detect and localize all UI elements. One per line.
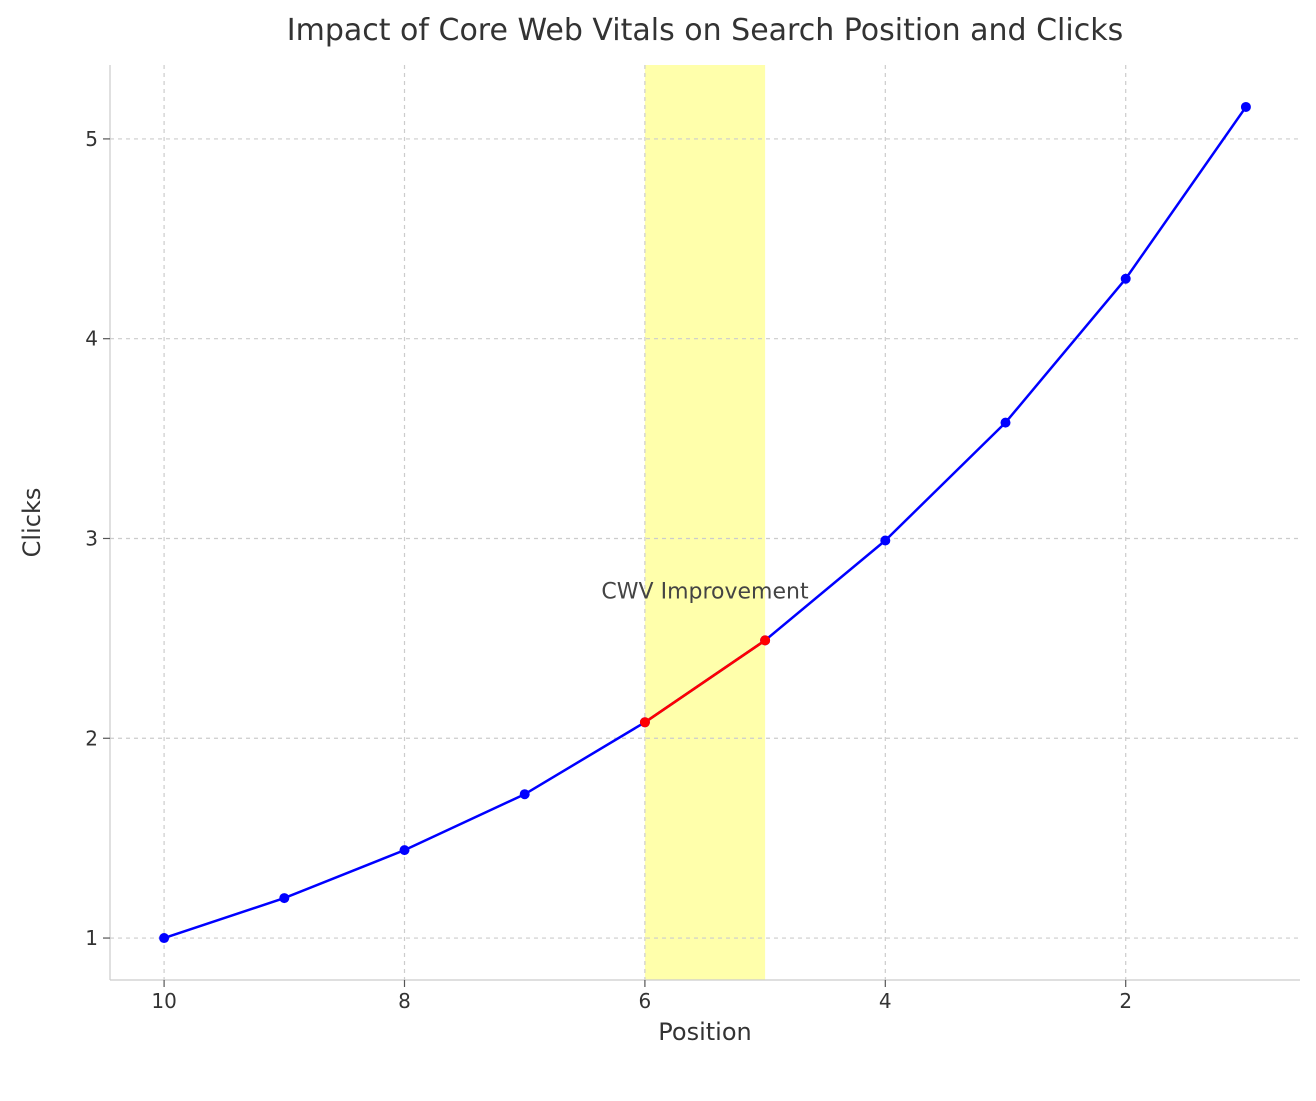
y-tick-label: 3	[85, 526, 98, 550]
main-series-marker	[160, 934, 169, 943]
x-tick-label: 2	[1119, 989, 1132, 1013]
y-tick-label: 2	[85, 726, 98, 750]
y-tick-label: 4	[85, 327, 98, 351]
highlight-band	[645, 65, 765, 980]
main-series-marker	[1241, 102, 1250, 111]
chart-title: Impact of Core Web Vitals on Search Posi…	[287, 13, 1123, 48]
annotation-label: CWV Improvement	[601, 579, 809, 604]
x-tick-label: 6	[639, 989, 652, 1013]
y-tick-label: 5	[85, 127, 98, 151]
chart-container: 10 8 6 4 2 1 2 3 4 5 Position Clicks Impact of Core …	[0, 0, 1316, 1101]
main-series-marker	[1001, 418, 1010, 427]
main-series-marker	[1121, 274, 1130, 283]
chart-svg: 10 8 6 4 2 1 2 3 4 5 Position Clicks Impact of Core …	[0, 0, 1316, 1101]
highlight-series-marker	[640, 718, 649, 727]
main-series-marker	[520, 790, 529, 799]
main-series-marker	[400, 846, 409, 855]
highlight-series-marker	[761, 636, 770, 645]
x-tick-label: 8	[398, 989, 411, 1013]
x-axis-label: Position	[658, 1018, 751, 1046]
y-tick-label: 1	[85, 926, 98, 950]
y-axis-label: Clicks	[18, 488, 46, 558]
x-tick-label: 10	[151, 989, 176, 1013]
x-tick-label: 4	[879, 989, 892, 1013]
main-series-marker	[881, 536, 890, 545]
main-series-marker	[280, 894, 289, 903]
